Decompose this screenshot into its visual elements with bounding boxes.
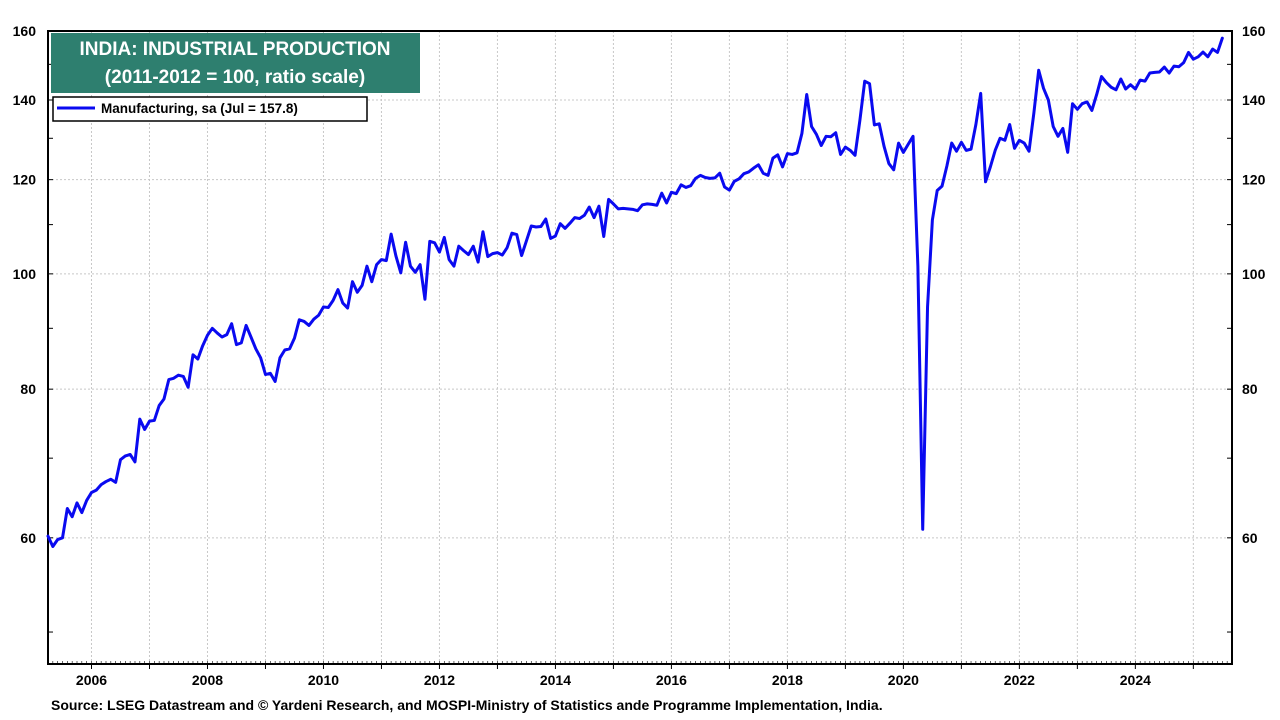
series-layer <box>46 36 1224 548</box>
title-background <box>51 33 420 93</box>
y-tick-label-right: 140 <box>1242 92 1266 108</box>
title-box: INDIA: INDUSTRIAL PRODUCTION (2011-2012 … <box>51 33 420 93</box>
y-tick-label-left: 160 <box>13 23 37 39</box>
plot-frame <box>47 30 1233 665</box>
x-tick-label: 2020 <box>888 672 919 688</box>
y-tick-label-right: 100 <box>1242 266 1266 282</box>
y-tick-label-left: 80 <box>20 381 36 397</box>
y-tick-label-left: 60 <box>20 530 36 546</box>
legend-box <box>52 96 368 122</box>
x-tick-label: 2012 <box>424 672 455 688</box>
x-tick-label: 2008 <box>192 672 223 688</box>
legend: Manufacturing, sa (Jul = 157.8) <box>52 96 368 122</box>
x-tick-label: 2018 <box>772 672 803 688</box>
y-tick-label-left: 120 <box>13 172 37 188</box>
x-tick-label: 2014 <box>540 672 571 688</box>
chart-title: INDIA: INDUSTRIAL PRODUCTION <box>79 39 390 60</box>
source-note: Source: LSEG Datastream and © Yardeni Re… <box>51 697 883 713</box>
x-tick-label: 2010 <box>308 672 339 688</box>
y-tick-label-right: 120 <box>1242 172 1266 188</box>
y-tick-label-right: 160 <box>1242 23 1266 39</box>
grid <box>48 30 1232 664</box>
y-tick-label-left: 140 <box>13 92 37 108</box>
x-tick-label: 2016 <box>656 672 687 688</box>
x-tick-label: 2024 <box>1120 672 1151 688</box>
x-tick-label: 2022 <box>1004 672 1035 688</box>
y-tick-label-right: 60 <box>1242 530 1258 546</box>
y-tick-label-left: 100 <box>13 266 37 282</box>
chart-subtitle: (2011-2012 = 100, ratio scale) <box>105 67 365 88</box>
x-tick-label: 2006 <box>76 672 107 688</box>
series-line-manufacturing <box>46 36 1224 548</box>
legend-label: Manufacturing, sa (Jul = 157.8) <box>101 101 298 116</box>
axes: 60 60 80 80 100 100 120 120 140 140 160 160 2006 2008… <box>13 23 1266 688</box>
y-tick-label-right: 80 <box>1242 381 1258 397</box>
